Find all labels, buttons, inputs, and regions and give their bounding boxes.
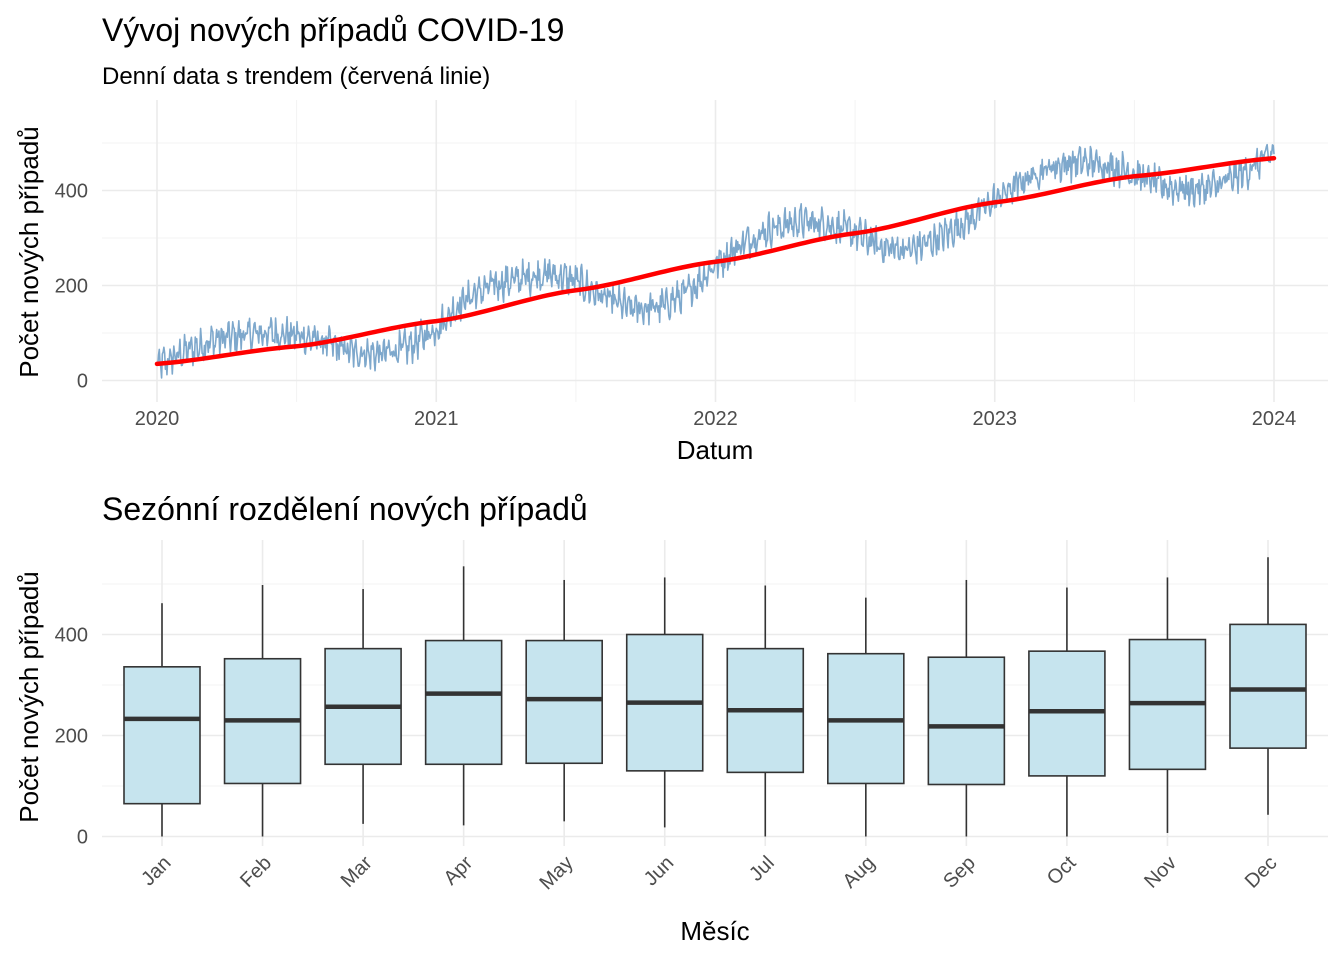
bottom-y-tick-labels: 0 200 400 — [55, 625, 88, 849]
x-tick-label-2022: 2022 — [693, 408, 738, 430]
top-y-tick-labels: 0 200 400 — [55, 181, 88, 393]
box-jun — [625, 577, 704, 828]
top-y-axis-title: Počet nových případů — [14, 126, 44, 378]
trend-series — [154, 155, 1277, 367]
bottom-y-tick-label-400: 400 — [55, 625, 88, 647]
bottom-x-axis-title: Měsíc — [680, 916, 749, 946]
x-tick-label-feb: Feb — [236, 852, 276, 892]
top-chart-subtitle: Denní data s trendem (červená linie) — [102, 63, 490, 90]
bottom-y-tick-label-0: 0 — [77, 827, 88, 849]
x-tick-label-2020: 2020 — [135, 408, 180, 430]
x-tick-label-sep: Sep — [939, 852, 980, 893]
x-tick-label-2024: 2024 — [1252, 408, 1297, 430]
x-tick-label-2021: 2021 — [414, 408, 459, 430]
bottom-y-axis-title: Počet nových případů — [14, 571, 44, 823]
trend-line — [154, 155, 1277, 367]
x-tick-label-2023: 2023 — [973, 408, 1018, 430]
x-tick-label-jul: Jul — [745, 852, 779, 886]
seasonal-boxplot-panel: Sezónní rozdělení nových případů Jan Feb… — [14, 491, 1328, 946]
x-tick-label-jan: Jan — [137, 852, 175, 890]
x-tick-label-dec: Dec — [1241, 852, 1282, 893]
box-iqr-oct — [1028, 650, 1106, 777]
box-iqr-may — [525, 639, 603, 765]
box-mar — [324, 589, 402, 824]
x-tick-label-nov: Nov — [1140, 852, 1181, 893]
box-oct — [1028, 587, 1106, 837]
x-tick-label-may: May — [535, 852, 577, 894]
bottom-x-tick-labels: Jan Feb Mar Apr May Jun Jul Aug Sep Oct … — [137, 852, 1281, 895]
box-feb — [223, 585, 302, 837]
top-y-tick-label-400: 400 — [55, 181, 88, 203]
x-tick-label-mar: Mar — [337, 852, 377, 892]
box-iqr-dec — [1229, 623, 1307, 749]
x-tick-label-apr: Apr — [440, 852, 478, 890]
bottom-y-tick-label-200: 200 — [55, 726, 88, 748]
x-tick-label-aug: Aug — [839, 852, 880, 893]
top-chart-title: Vývoj nových případů COVID-19 — [102, 12, 564, 48]
box-dec — [1229, 557, 1307, 815]
box-jan — [123, 603, 201, 837]
top-y-tick-label-200: 200 — [55, 276, 88, 298]
box-nov — [1128, 577, 1207, 833]
x-tick-label-jun: Jun — [640, 852, 678, 890]
box-aug — [827, 597, 905, 837]
top-gridlines — [102, 100, 1328, 402]
top-y-tick-label-0: 0 — [77, 371, 88, 393]
bottom-chart-title: Sezónní rozdělení nových případů — [102, 491, 588, 527]
top-x-axis-title: Datum — [677, 435, 754, 465]
box-iqr-apr — [424, 639, 503, 766]
box-iqr-jan — [123, 666, 201, 805]
monthly-boxes — [123, 557, 1307, 837]
top-x-tick-labels: 2020 2021 2022 2023 2024 — [135, 408, 1297, 430]
box-jul — [726, 585, 805, 837]
daily-cases-panel: Vývoj nových případů COVID-19 Denní data… — [14, 12, 1328, 465]
box-iqr-sep — [927, 656, 1006, 786]
x-tick-label-oct: Oct — [1043, 852, 1081, 890]
box-may — [525, 579, 603, 822]
box-apr — [424, 566, 503, 826]
box-sep — [927, 579, 1006, 837]
